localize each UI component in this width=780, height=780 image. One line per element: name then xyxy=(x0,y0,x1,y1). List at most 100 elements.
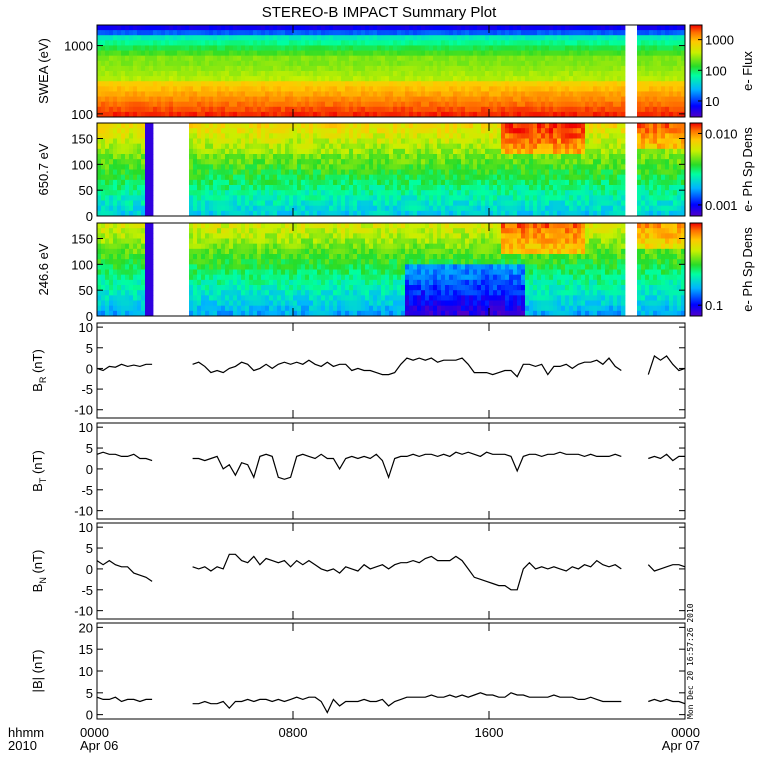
heatmap-cell xyxy=(597,76,602,82)
heatmap-cell xyxy=(621,60,626,67)
heatmap-cell xyxy=(497,25,502,31)
heatmap-cell xyxy=(293,185,298,191)
heatmap-cell xyxy=(529,174,534,181)
heatmap-cell xyxy=(265,190,270,196)
heatmap-cell xyxy=(397,138,402,145)
heatmap-cell xyxy=(441,40,446,46)
heatmap-cell xyxy=(497,101,502,108)
heatmap-cell xyxy=(137,200,142,207)
heatmap-cell xyxy=(337,35,342,41)
heatmap-cell xyxy=(477,185,482,191)
heatmap-cell xyxy=(97,45,102,51)
heatmap-cell xyxy=(369,45,374,51)
heatmap-cell xyxy=(389,128,394,134)
heatmap-cell xyxy=(441,159,446,165)
heatmap-cell xyxy=(257,45,262,51)
heatmap-cell xyxy=(233,30,238,36)
heatmap-cell xyxy=(505,210,510,217)
heatmap-cell xyxy=(577,148,582,155)
heatmap-cell xyxy=(497,128,502,134)
heatmap-cell xyxy=(461,71,466,77)
heatmap-cell xyxy=(653,40,658,46)
heatmap-cell xyxy=(105,71,110,77)
heatmap-cell xyxy=(245,25,250,31)
heatmap-cell xyxy=(305,169,310,176)
heatmap-cell xyxy=(273,30,278,36)
heatmap-cell xyxy=(357,138,362,145)
heatmap-cell xyxy=(313,81,318,87)
heatmap-cell xyxy=(341,138,346,145)
heatmap-cell xyxy=(585,86,590,92)
heatmap-cell xyxy=(381,148,386,155)
heatmap-cell xyxy=(389,190,394,196)
heatmap-cell xyxy=(201,45,206,51)
heatmap-cell xyxy=(121,35,126,41)
heatmap-cell xyxy=(121,200,126,207)
heatmap-cell xyxy=(577,101,582,108)
heatmap-cell xyxy=(481,128,486,134)
heatmap-cell xyxy=(577,185,582,191)
heatmap-cell xyxy=(397,81,402,87)
heatmap-cell xyxy=(497,185,502,191)
heatmap-cell xyxy=(413,174,418,181)
heatmap-cell xyxy=(517,25,522,31)
heatmap-cell xyxy=(421,133,426,139)
heatmap-cell xyxy=(445,164,450,170)
heatmap-cell xyxy=(497,174,502,181)
heatmap-cell xyxy=(617,195,622,201)
heatmap-cell xyxy=(393,111,398,118)
heatmap-cell xyxy=(653,50,658,57)
heatmap-cell xyxy=(277,148,282,155)
heatmap-cell xyxy=(189,200,194,207)
heatmap-cell xyxy=(541,143,546,150)
heatmap-cell xyxy=(541,106,546,113)
heatmap-cell xyxy=(657,35,662,41)
heatmap-cell xyxy=(157,96,162,103)
heatmap-cell xyxy=(577,35,582,41)
heatmap-cell xyxy=(285,164,290,170)
heatmap-cell xyxy=(261,138,266,145)
heatmap-cell xyxy=(133,185,138,191)
heatmap-cell xyxy=(549,133,554,139)
heatmap-cell xyxy=(361,123,366,129)
heatmap-cell xyxy=(389,195,394,201)
heatmap-cell xyxy=(669,40,674,46)
heatmap-cell xyxy=(317,164,322,170)
heatmap-cell xyxy=(493,60,498,67)
heatmap-cell xyxy=(481,71,486,77)
heatmap-cell xyxy=(477,164,482,170)
heatmap-cell xyxy=(97,76,102,82)
heatmap-cell xyxy=(177,101,182,108)
heatmap-cell xyxy=(413,81,418,87)
heatmap-cell xyxy=(325,45,330,51)
heatmap-cell xyxy=(553,190,558,196)
heatmap-cell xyxy=(465,195,470,201)
heatmap-cell xyxy=(293,190,298,196)
heatmap-cell xyxy=(545,190,550,196)
heatmap-cell xyxy=(157,71,162,77)
heatmap-cell xyxy=(137,76,142,82)
heatmap-cell xyxy=(289,143,294,150)
heatmap-cell xyxy=(669,205,674,212)
heatmap-cell xyxy=(329,138,334,145)
heatmap-cell xyxy=(549,185,554,191)
heatmap-cell xyxy=(425,40,430,46)
heatmap-cell xyxy=(669,190,674,196)
heatmap-cell xyxy=(609,81,614,87)
heatmap-cell xyxy=(233,81,238,87)
heatmap-cell xyxy=(213,30,218,36)
heatmap-cell xyxy=(285,179,290,186)
heatmap-cell xyxy=(445,159,450,165)
heatmap-cell xyxy=(457,133,462,139)
heatmap-cell xyxy=(293,65,298,72)
heatmap-cell xyxy=(293,164,298,170)
heatmap-cell xyxy=(545,154,550,160)
heatmap-cell xyxy=(201,60,206,67)
heatmap-cell xyxy=(377,164,382,170)
heatmap-cell xyxy=(429,128,434,134)
heatmap-cell xyxy=(405,210,410,217)
heatmap-cell xyxy=(205,128,210,134)
heatmap-cell xyxy=(253,174,258,181)
heatmap-cell xyxy=(549,128,554,134)
heatmap-cell xyxy=(521,76,526,82)
